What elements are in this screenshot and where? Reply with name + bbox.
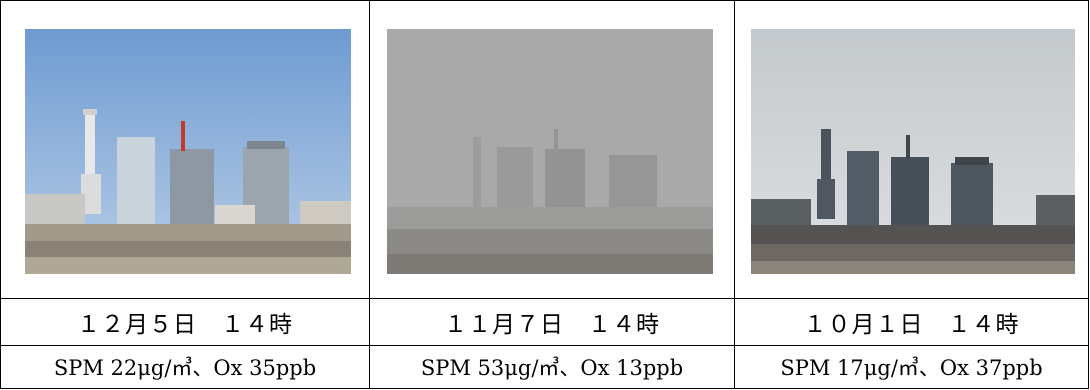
- photo-cell-1: [1, 1, 369, 298]
- measurement-label: SPM 22μg/㎥、Ox 35ppb: [53, 356, 317, 380]
- row-divider: [1, 345, 1088, 346]
- overcast-city-skyline-photo: [751, 29, 1075, 274]
- clear-sky-city-skyline-photo: [25, 29, 351, 274]
- date-label: １２月５日 １４時: [77, 312, 293, 338]
- photo-cell-2: [370, 1, 734, 298]
- date-label: １０月１日 １４時: [803, 312, 1020, 338]
- column-divider: [369, 1, 370, 388]
- date-label: １１月７日 １４時: [444, 312, 660, 338]
- photo-cell-3: [735, 1, 1088, 298]
- column-divider: [734, 1, 735, 388]
- hazy-city-skyline-photo: [387, 29, 713, 274]
- row-divider: [1, 298, 1088, 299]
- measurement-label: SPM 17μg/㎥、Ox 37ppb: [780, 356, 1043, 380]
- measurement-label: SPM 53μg/㎥、Ox 13ppb: [420, 356, 684, 380]
